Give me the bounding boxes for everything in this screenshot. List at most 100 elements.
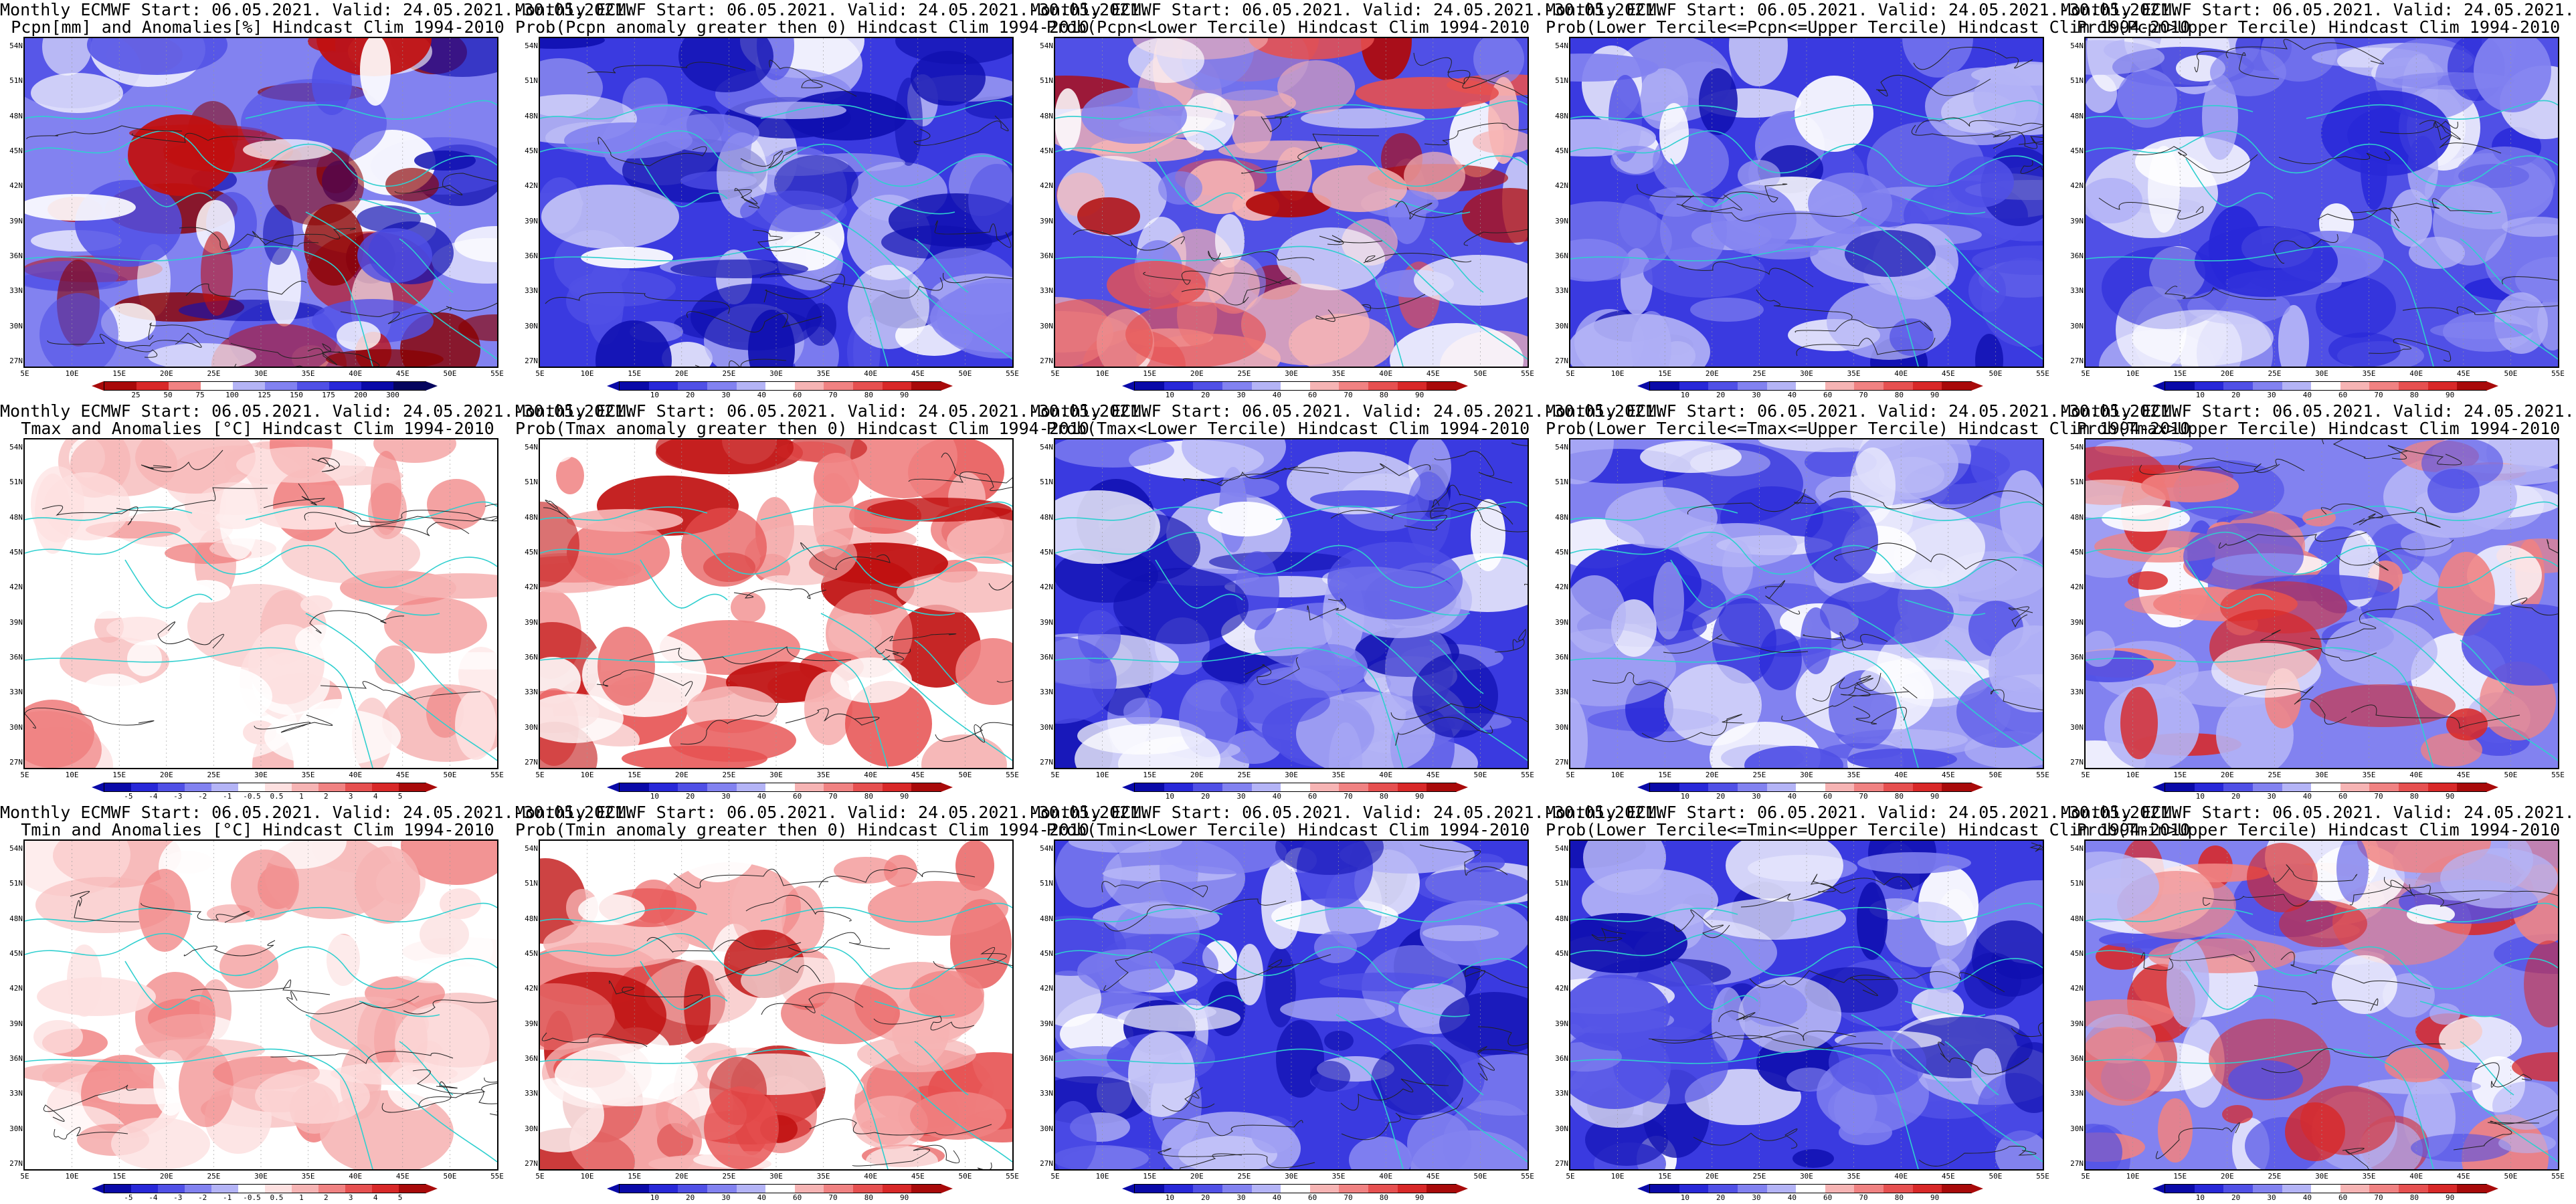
map-field-patch [1296,692,1435,768]
colorbar-swatch [1854,382,1884,390]
longitude-label: 15E [112,1172,126,1181]
latitude-label: 39N [1040,617,1053,627]
latitude-label: 51N [525,879,538,888]
colorbar-swatch [345,783,372,791]
contour-line [913,115,1009,146]
map-field-patch [77,674,148,726]
map-field-patch [1583,841,1666,893]
latitude-label: 30N [2070,722,2084,732]
map-field-patch [1249,38,1374,60]
colorbar-swatch [2340,783,2370,791]
panel-title-line2: Prob(Tmax<Lower Tercile) Hindcast Clim 1… [1046,419,1530,438]
coastline [124,961,213,1010]
colorbar-label: 70 [828,391,838,399]
contour-line [2353,507,2441,528]
coastline [1851,613,2043,761]
contour-line [1810,874,1856,894]
coastline [2086,647,2434,768]
map-field-patch [857,1036,976,1072]
map-field-patch [1407,1112,1471,1169]
map-canvas [25,439,497,768]
coastline [1055,130,1528,187]
colorbar-swatch [1427,1185,1457,1193]
colorbar-swatch [2165,382,2195,390]
longitude-label: 45E [1426,369,1440,378]
contour-line [1245,657,1300,686]
contour-line [412,1069,497,1094]
colorbar-swatch [1912,382,1942,390]
contour-line [1795,319,1932,333]
latitude-label: 51N [2070,478,2084,487]
colorbar-swatch [1796,382,1825,390]
latitude-label: 42N [9,583,23,592]
map-field-patch [1743,984,1807,1027]
longitude-label: 10E [1095,771,1109,779]
colorbar-swatch [620,382,649,390]
colorbar-label: 30 [1752,1193,1761,1202]
map-field-patch [355,846,420,924]
longitude-label: 40E [2409,1172,2423,1181]
map-field-patch [148,343,256,367]
coastline [399,1041,454,1096]
map-field-patch [866,1146,938,1169]
colorbar-min-arrow [1637,1184,1649,1193]
map-field-patch [1890,318,1934,356]
contour-line [2278,151,2391,165]
contour-line [1465,967,1528,989]
colorbar-swatch [1737,382,1767,390]
contour-line [116,487,268,512]
contour-line [2419,120,2461,140]
coastline [1389,1001,1471,1017]
panel-title-line2: Prob(Lower Tercile<=Tmin<=Upper Tercile)… [1546,820,2191,839]
map-canvas [1055,841,1528,1169]
colorbar-swatch [1397,1185,1427,1193]
panel-title-line1: Monthly ECMWF Start: 06.05.2021. Valid: … [2061,0,2576,19]
latitude-label: 36N [1555,653,1568,662]
colorbar-swatch [2282,382,2312,390]
map-field-patch [2336,841,2369,902]
colorbar-max-arrow [941,1184,953,1193]
map-field-patch [834,857,898,884]
latitude-label: 27N [525,357,538,365]
colorbar-swatch [2427,1185,2458,1193]
colorbar-swatch [104,382,136,390]
map-field-patch [1570,913,1687,973]
colorbar-label: 90 [1415,391,1424,399]
colorbar-swatch [1339,1185,1369,1193]
colorbar-label: 70 [828,792,838,801]
coastline [124,158,213,207]
longitude-label: 55E [490,369,504,378]
map-field-patch [567,509,683,532]
map-canvas [2086,38,2558,367]
contour-line [2273,864,2358,883]
forecast-map [1054,438,1529,769]
longitude-label: 50E [443,771,457,779]
colorbar [104,1184,426,1193]
latitude-label: 45N [1555,949,1568,958]
map-field-patch [555,1043,698,1106]
coastline [2460,639,2514,694]
map-field-patch [196,482,272,529]
latitude-label: 51N [525,478,538,487]
coastline [2419,1001,2501,1017]
map-field-patch [2310,684,2456,727]
colorbar-swatch [265,1185,292,1193]
contour-line [337,507,497,523]
map-field-patch [1884,902,1967,967]
contour-line [1307,598,1346,621]
colorbar-max-arrow [426,783,438,792]
longitude-label: 10E [65,1172,79,1181]
longitude-label: 25E [2268,1172,2282,1181]
latitude-label: 36N [525,1054,538,1063]
contour-line [1796,337,1936,357]
colorbar-min-arrow [92,381,104,391]
colorbar-swatch [1737,783,1767,791]
colorbar-swatch [620,783,649,791]
coastline [305,613,497,761]
colorbar [1134,381,1457,391]
map-field-patch [1208,259,1260,314]
latitude-label: 36N [1040,252,1053,260]
colorbar-label: -5 [124,792,133,801]
longitude-label: 10E [580,369,594,378]
latitude-label: 30N [2070,1124,2084,1133]
